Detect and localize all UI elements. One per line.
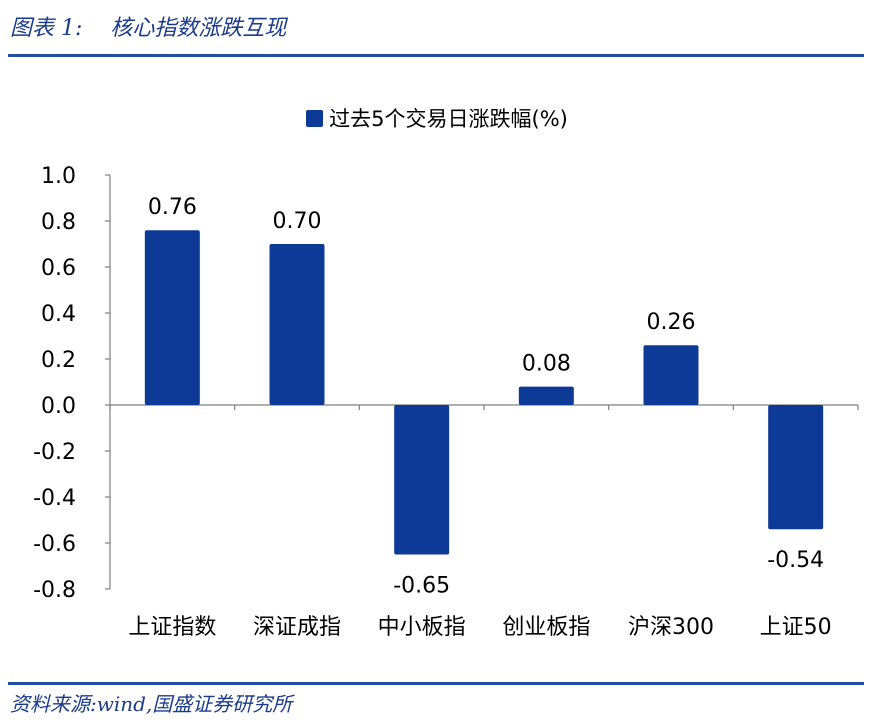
category-label: 深证成指 (253, 615, 341, 640)
bar (518, 386, 574, 405)
bar (269, 244, 325, 405)
data-label: 0.26 (647, 310, 696, 335)
bar (144, 230, 200, 405)
bar (394, 405, 450, 555)
y-tick-label: -0.8 (33, 578, 76, 603)
data-label: 0.08 (522, 352, 571, 377)
data-label: 0.70 (273, 209, 322, 234)
category-label: 中小板指 (378, 615, 466, 640)
figure-title: 图表 1: 核心指数涨跌互现 (10, 16, 287, 41)
source-note: 资料来源:wind,国盛证券研究所 (10, 692, 293, 716)
bar-chart: 1.0 0.8 0.6 0.4 0.2 0.0 -0.2 -0.4 -0.6 -0.8 0.76 上证… (33, 164, 859, 640)
category-label: 创业板指 (502, 615, 590, 640)
y-tick-label: 0.6 (41, 256, 76, 281)
y-tick-label: -0.4 (33, 486, 76, 511)
y-tick-label: -0.6 (33, 532, 76, 557)
y-tick-label: 0.2 (41, 348, 76, 373)
bar (768, 405, 824, 530)
bottom-divider (8, 682, 864, 685)
chart-legend: 过去5个交易日涨跌幅(%) (0, 103, 874, 133)
y-tick-label: 1.0 (41, 164, 76, 189)
y-tick-label: 0.0 (41, 394, 76, 419)
data-label: 0.76 (148, 195, 197, 220)
legend-label: 过去5个交易日涨跌幅(%) (329, 107, 568, 131)
data-label: -0.65 (393, 574, 450, 599)
top-divider (8, 54, 864, 57)
y-tick-label: 0.8 (41, 210, 76, 235)
y-tick-label: 0.4 (41, 302, 76, 327)
bar (643, 345, 699, 405)
legend-swatch (306, 109, 324, 127)
y-tick-label: -0.2 (33, 440, 76, 465)
category-label: 上证50 (760, 615, 832, 640)
category-label: 沪深300 (628, 615, 714, 640)
data-label: -0.54 (767, 548, 824, 573)
category-label: 上证指数 (128, 615, 216, 640)
